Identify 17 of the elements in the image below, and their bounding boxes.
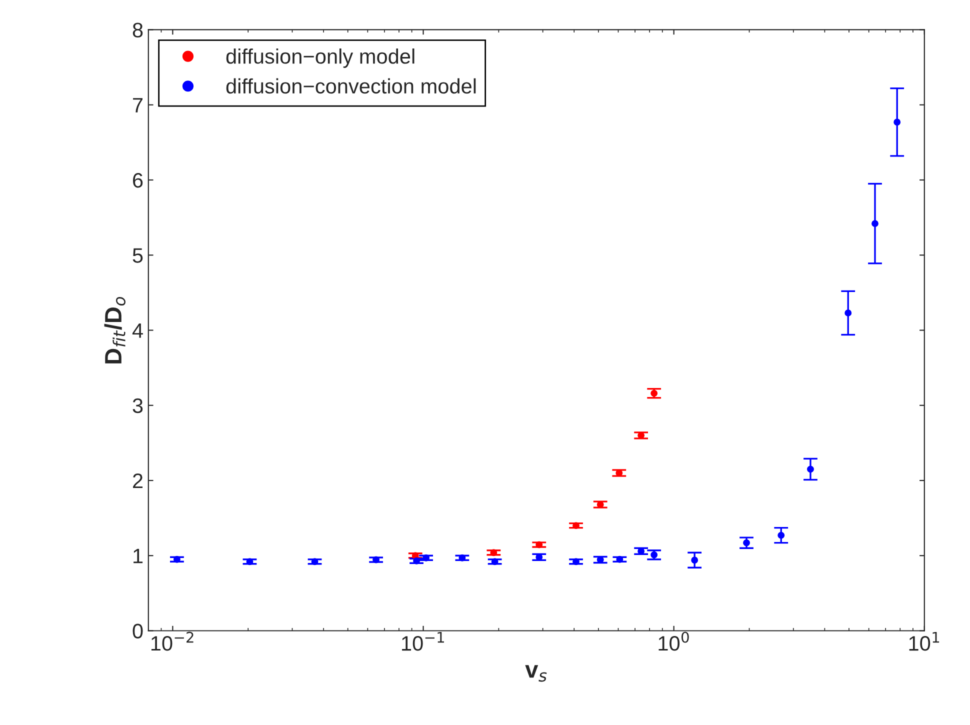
y-tick-label: 6 (133, 172, 143, 188)
x-tick-label: 10$^{−1}$ (402, 632, 444, 651)
x-tick-label: 10$^{1}$ (909, 632, 940, 651)
y-tick-label: 5 (132, 248, 143, 263)
y-tick-label: 4 (132, 323, 143, 338)
legend-label: diffusion−only model (226, 48, 414, 68)
y-tick-label: 1 (134, 548, 143, 564)
y-tick-label: 2 (133, 473, 143, 488)
legend-label: diffusion−convection model (226, 78, 476, 94)
y-tick-label: 3 (132, 398, 143, 414)
y-tick-label: 0 (132, 624, 143, 639)
x-tick-label: 10$^{−2}$ (151, 632, 194, 651)
y-tick-label: 7 (133, 98, 143, 112)
y-tick-label: 8 (132, 22, 143, 38)
x-axis-title: v$_{s}$ (525, 665, 547, 682)
x-tick-label: 10$^{0}$ (658, 632, 689, 651)
y-axis-title: D$_{fit}$/D$_{o}$ (104, 296, 126, 364)
